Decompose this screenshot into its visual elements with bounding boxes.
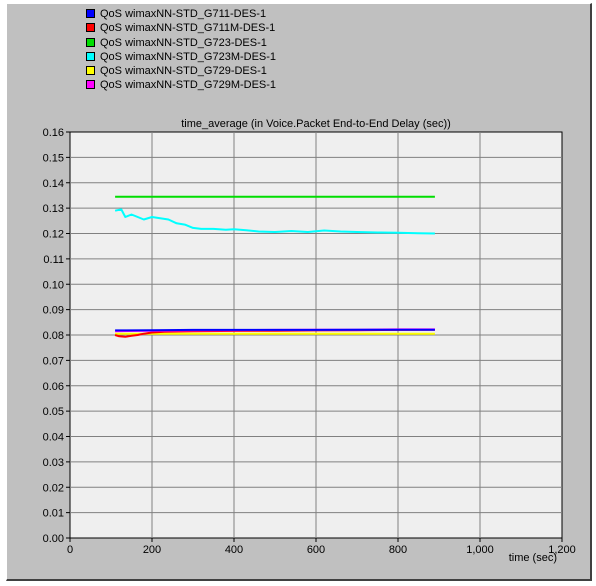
y-tick-label: 0.06 [43,381,64,393]
legend-item: QoS wimaxNN-STD_G723M-DES-1 [86,50,276,64]
grid-lines [70,132,562,538]
legend-label: QoS wimaxNN-STD_G729-DES-1 [100,65,267,78]
chart-title: time_average (in Voice.Packet End-to-End… [181,118,451,130]
legend-item: QoS wimaxNN-STD_G711-DES-1 [86,7,276,21]
legend-swatch [86,80,95,90]
x-tick-label: 600 [307,544,325,556]
y-tick-label: 0.03 [43,457,64,469]
legend-label: QoS wimaxNN-STD_G729M-DES-1 [100,79,277,92]
y-tick-label: 0.04 [43,432,64,444]
x-axis-label: time (sec) [509,552,557,564]
y-tick-label: 0.02 [43,482,64,494]
y-tick-label: 0.15 [43,152,64,164]
x-tick-label: 0 [67,544,73,556]
x-tick-label: 1,200 [548,544,576,556]
y-tick-label: 0.07 [43,355,64,367]
y-tick-label: 0.08 [43,330,64,342]
y-tick-label: 0.14 [43,178,64,190]
legend-label: QoS wimaxNN-STD_G711-DES-1 [100,8,267,20]
legend-swatch [86,9,95,18]
x-tick-label: 400 [225,544,243,556]
legend-swatch [86,66,95,76]
y-tick-label: 0.00 [43,533,64,545]
y-tick-label: 0.05 [43,406,64,418]
y-tick-label: 0.11 [43,254,64,266]
legend-item: QoS wimaxNN-STD_G729M-DES-1 [86,78,276,92]
legend-label: QoS wimaxNN-STD_G723M-DES-1 [100,50,277,63]
legend-item: QoS wimaxNN-STD_G729-DES-1 [86,64,276,78]
legend-item: QoS wimaxNN-STD_G711M-DES-1 [86,21,276,35]
series-lines [114,195,435,338]
legend-swatch [86,23,95,33]
y-tick-label: 0.01 [43,508,64,520]
y-tick-label: 0.13 [43,203,64,215]
series-line-1 [115,328,435,332]
legend-swatch [86,37,95,47]
x-tick-label: 800 [389,544,407,556]
legend-label: QoS wimaxNN-STD_G711M-DES-1 [100,22,276,35]
x-tick-label: 1,000 [466,544,494,556]
axes: 0.00 0.01 0.02 0.03 0.04 0.05 0.06 0.07 0.08 0.09… [43,127,576,556]
series-line-4 [114,208,435,235]
y-tick-label: 0.09 [43,305,64,317]
y-tick-label: 0.16 [43,127,64,139]
y-tick-label: 0.10 [43,279,64,291]
legend-label: QoS wimaxNN-STD_G723-DES-1 [100,36,267,49]
x-tick-label: 200 [143,544,161,556]
legend: QoS wimaxNN-STD_G711-DES-1 QoS wimaxNN-ST… [86,7,276,93]
legend-swatch [86,51,95,61]
legend-item: QoS wimaxNN-STD_G723-DES-1 [86,36,276,50]
y-tick-label: 0.12 [43,229,64,241]
